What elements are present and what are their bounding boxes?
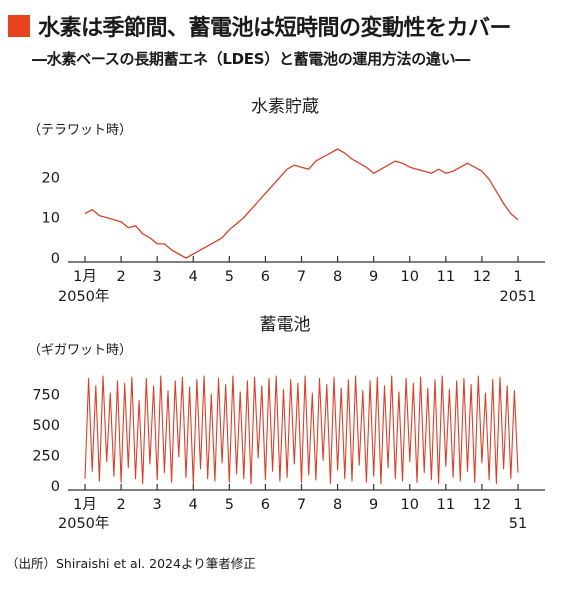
page-title: 水素は季節間、蓄電池は短時間の変動性をカバー	[38, 16, 512, 41]
chart-title: 蓄電池	[260, 315, 311, 335]
y-axis-unit-label: （テラワット時）	[28, 123, 132, 138]
x-tick-label: 1月	[73, 269, 97, 285]
y-tick-label: 10	[42, 211, 60, 227]
x-tick-label: 8	[333, 497, 342, 513]
x-tick-label: 6	[261, 497, 270, 513]
y-axis-unit-label: （ギガワット時）	[28, 343, 132, 358]
x-tick-label: 7	[297, 269, 306, 285]
x-tick-label: 2	[116, 497, 125, 513]
x-start-year-label: 2050年	[58, 515, 109, 532]
y-tick-label: 500	[32, 418, 60, 434]
x-tick-label: 3	[153, 497, 162, 513]
x-tick-label: 1月	[73, 497, 97, 513]
x-start-year-label: 2050年	[58, 288, 109, 305]
x-tick-label: 8	[333, 269, 342, 285]
header: 水素は季節間、蓄電池は短時間の変動性をカバー	[8, 8, 566, 44]
x-tick-label: 11	[437, 269, 455, 285]
x-tick-label: 3	[153, 269, 162, 285]
x-tick-label: 12	[473, 269, 491, 285]
x-end-year-label: 2051	[500, 289, 537, 305]
x-tick-label: 6	[261, 269, 270, 285]
x-tick-label: 10	[401, 269, 419, 285]
chart-title: 水素貯蔵	[251, 97, 319, 117]
y-tick-label: 0	[51, 479, 60, 495]
y-tick-label: 750	[32, 387, 60, 403]
x-tick-label: 4	[189, 269, 198, 285]
series-line	[84, 148, 519, 259]
y-tick-label: 250	[32, 448, 60, 464]
x-tick-label: 10	[401, 497, 419, 513]
x-end-year-label: 51	[509, 516, 527, 532]
y-tick-label: 0	[51, 251, 60, 267]
title-marker	[8, 15, 30, 37]
x-tick-label: 9	[369, 269, 378, 285]
x-tick-label: 1	[513, 497, 522, 513]
x-tick-label: 7	[297, 497, 306, 513]
series-line	[84, 375, 519, 485]
hydrogen-storage-chart: 水素貯蔵 （テラワット時） 0 10 20 1月 2 3 4 5 6 7 8 9 10 11 12 1 2050年 2…	[28, 97, 545, 305]
x-tick-label: 4	[189, 497, 198, 513]
x-tick-label: 11	[437, 497, 455, 513]
source-note: （出所）Shiraishi et al. 2024より筆者修正	[6, 556, 256, 571]
x-tick-label: 9	[369, 497, 378, 513]
y-tick-label: 20	[42, 170, 60, 186]
x-tick-label: 2	[116, 269, 125, 285]
x-tick-label: 5	[225, 269, 234, 285]
x-tick-label: 1	[513, 269, 522, 285]
x-tick-label: 5	[225, 497, 234, 513]
battery-storage-chart: 蓄電池 （ギガワット時） 0 250 500 750 1月 2 3 4 5 6 7 8 9 10 11 12 1 20…	[28, 315, 545, 532]
page-subtitle: ―水素ベースの長期蓄エネ（LDES）と蓄電池の運用方法の違い―	[32, 50, 471, 68]
x-tick-label: 12	[473, 497, 491, 513]
